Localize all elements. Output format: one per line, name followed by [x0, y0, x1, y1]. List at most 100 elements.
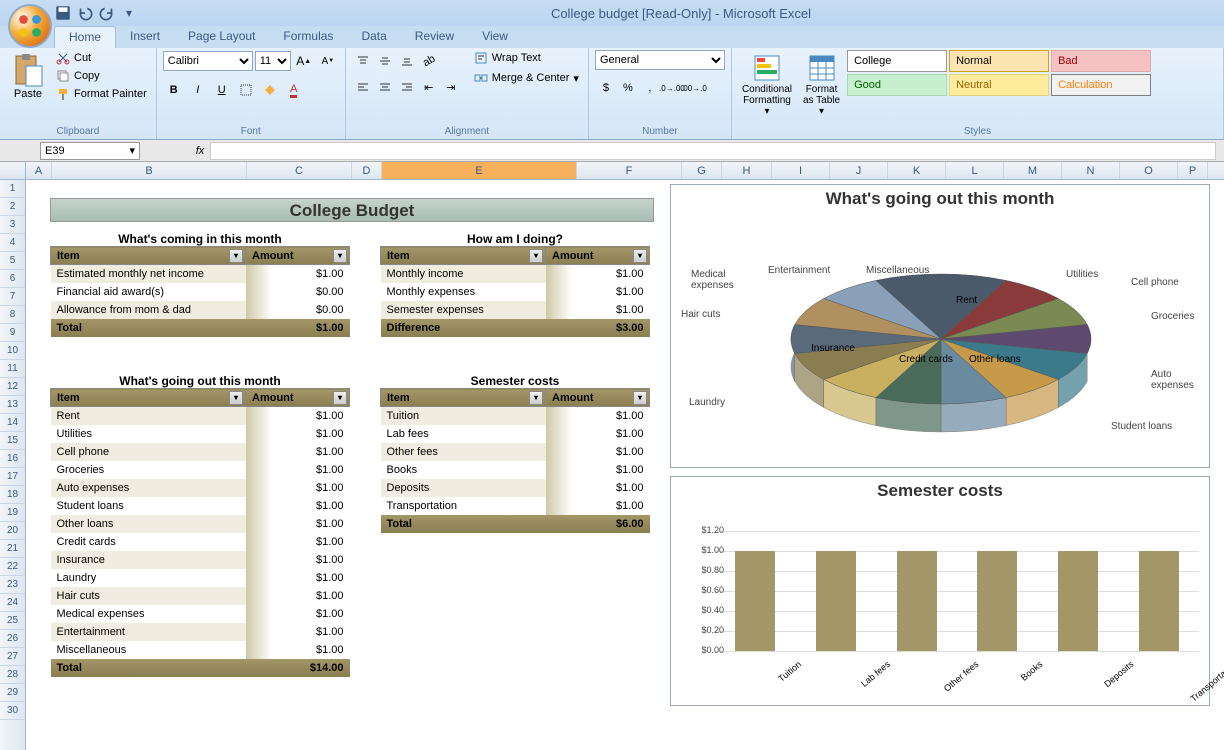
underline-button[interactable]: U: [211, 79, 233, 101]
table-row[interactable]: Entertainment$1.00: [51, 623, 350, 641]
increase-indent-icon[interactable]: ⇥: [440, 76, 462, 98]
redo-icon[interactable]: [98, 4, 116, 22]
row-header-15[interactable]: 15: [0, 432, 25, 450]
table-row[interactable]: Groceries$1.00: [51, 461, 350, 479]
pie-chart[interactable]: What's going out this month Medical expe…: [670, 184, 1210, 468]
row-header-16[interactable]: 16: [0, 450, 25, 468]
table-row[interactable]: Tuition$1.00: [381, 407, 650, 425]
ribbon-tab-insert[interactable]: Insert: [116, 26, 174, 48]
font-size-select[interactable]: 11: [255, 51, 291, 71]
row-header-17[interactable]: 17: [0, 468, 25, 486]
save-icon[interactable]: [54, 4, 72, 22]
decrease-decimal-icon[interactable]: .00→.0: [683, 77, 705, 99]
paste-button[interactable]: Paste: [6, 50, 50, 102]
row-header-11[interactable]: 11: [0, 360, 25, 378]
bar[interactable]: [735, 551, 775, 651]
number-format-select[interactable]: General: [595, 50, 725, 70]
table-row[interactable]: Books$1.00: [381, 461, 650, 479]
col-header-J[interactable]: J: [830, 162, 888, 179]
table-row[interactable]: Credit cards$1.00: [51, 533, 350, 551]
office-button[interactable]: [8, 4, 52, 48]
font-color-button[interactable]: A: [283, 79, 305, 101]
filter-dropdown-icon[interactable]: ▾: [229, 249, 243, 263]
select-all-corner[interactable]: [0, 162, 26, 179]
bar[interactable]: [816, 551, 856, 651]
table-row[interactable]: Auto expenses$1.00: [51, 479, 350, 497]
row-header-9[interactable]: 9: [0, 324, 25, 342]
row-header-20[interactable]: 20: [0, 522, 25, 540]
row-header-2[interactable]: 2: [0, 198, 25, 216]
table-row[interactable]: Medical expenses$1.00: [51, 605, 350, 623]
currency-icon[interactable]: $: [595, 77, 617, 99]
row-header-10[interactable]: 10: [0, 342, 25, 360]
border-button[interactable]: [235, 79, 257, 101]
formula-input[interactable]: [210, 142, 1216, 160]
bar[interactable]: [1139, 551, 1179, 651]
col-header-N[interactable]: N: [1062, 162, 1120, 179]
merge-center-button[interactable]: Merge & Center ▾: [471, 70, 582, 86]
row-header-8[interactable]: 8: [0, 306, 25, 324]
table-row[interactable]: Insurance$1.00: [51, 551, 350, 569]
col-header-A[interactable]: A: [26, 162, 52, 179]
col-header-B[interactable]: B: [52, 162, 247, 179]
col-header-G[interactable]: G: [682, 162, 722, 179]
style-neutral[interactable]: Neutral: [949, 74, 1049, 96]
row-header-22[interactable]: 22: [0, 558, 25, 576]
percent-icon[interactable]: %: [617, 77, 639, 99]
orientation-icon[interactable]: ab: [418, 50, 440, 72]
align-middle-icon[interactable]: [374, 50, 396, 72]
undo-icon[interactable]: [76, 4, 94, 22]
filter-dropdown-icon[interactable]: ▾: [333, 249, 347, 263]
col-header-K[interactable]: K: [888, 162, 946, 179]
format-as-table-button[interactable]: Format as Table ▾: [799, 50, 844, 119]
table-row[interactable]: Other fees$1.00: [381, 443, 650, 461]
fill-color-button[interactable]: [259, 79, 281, 101]
col-header-E[interactable]: E: [382, 162, 577, 179]
cell-styles-gallery[interactable]: CollegeNormalBadGoodNeutralCalculation: [847, 50, 1151, 96]
decrease-indent-icon[interactable]: ⇤: [418, 76, 440, 98]
row-header-1[interactable]: 1: [0, 180, 25, 198]
increase-decimal-icon[interactable]: .0→.00: [661, 77, 683, 99]
filter-dropdown-icon[interactable]: ▾: [633, 249, 647, 263]
table-row[interactable]: Transportation$1.00: [381, 497, 650, 515]
row-header-29[interactable]: 29: [0, 684, 25, 702]
align-center-icon[interactable]: [374, 76, 396, 98]
row-header-24[interactable]: 24: [0, 594, 25, 612]
bar[interactable]: [977, 551, 1017, 651]
conditional-formatting-button[interactable]: Conditional Formatting ▾: [738, 50, 796, 119]
table-row[interactable]: Student loans$1.00: [51, 497, 350, 515]
table-row[interactable]: Deposits$1.00: [381, 479, 650, 497]
col-header-D[interactable]: D: [352, 162, 382, 179]
bar[interactable]: [1058, 551, 1098, 651]
align-bottom-icon[interactable]: [396, 50, 418, 72]
bar[interactable]: [897, 551, 937, 651]
copy-button[interactable]: Copy: [53, 68, 150, 84]
row-header-7[interactable]: 7: [0, 288, 25, 306]
table-row[interactable]: Cell phone$1.00: [51, 443, 350, 461]
row-header-13[interactable]: 13: [0, 396, 25, 414]
col-header-M[interactable]: M: [1004, 162, 1062, 179]
filter-dropdown-icon[interactable]: ▾: [529, 249, 543, 263]
col-header-I[interactable]: I: [772, 162, 830, 179]
ribbon-tab-page-layout[interactable]: Page Layout: [174, 26, 269, 48]
ribbon-tab-home[interactable]: Home: [54, 26, 116, 48]
bold-button[interactable]: B: [163, 79, 185, 101]
ribbon-tab-view[interactable]: View: [468, 26, 522, 48]
table-row[interactable]: Hair cuts$1.00: [51, 587, 350, 605]
row-header-4[interactable]: 4: [0, 234, 25, 252]
col-header-F[interactable]: F: [577, 162, 682, 179]
row-header-28[interactable]: 28: [0, 666, 25, 684]
font-family-select[interactable]: Calibri: [163, 51, 253, 71]
row-header-21[interactable]: 21: [0, 540, 25, 558]
filter-dropdown-icon[interactable]: ▾: [633, 391, 647, 405]
qat-dropdown-icon[interactable]: ▾: [120, 4, 138, 22]
bar-chart[interactable]: Semester costs $0.00$0.20$0.40$0.60$0.80…: [670, 476, 1210, 706]
table-row[interactable]: Semester expenses$1.00: [381, 301, 650, 319]
col-header-P[interactable]: P: [1178, 162, 1208, 179]
filter-dropdown-icon[interactable]: ▾: [229, 391, 243, 405]
style-good[interactable]: Good: [847, 74, 947, 96]
row-header-19[interactable]: 19: [0, 504, 25, 522]
table-row[interactable]: Estimated monthly net income$1.00: [51, 265, 350, 283]
row-header-12[interactable]: 12: [0, 378, 25, 396]
row-header-30[interactable]: 30: [0, 702, 25, 720]
